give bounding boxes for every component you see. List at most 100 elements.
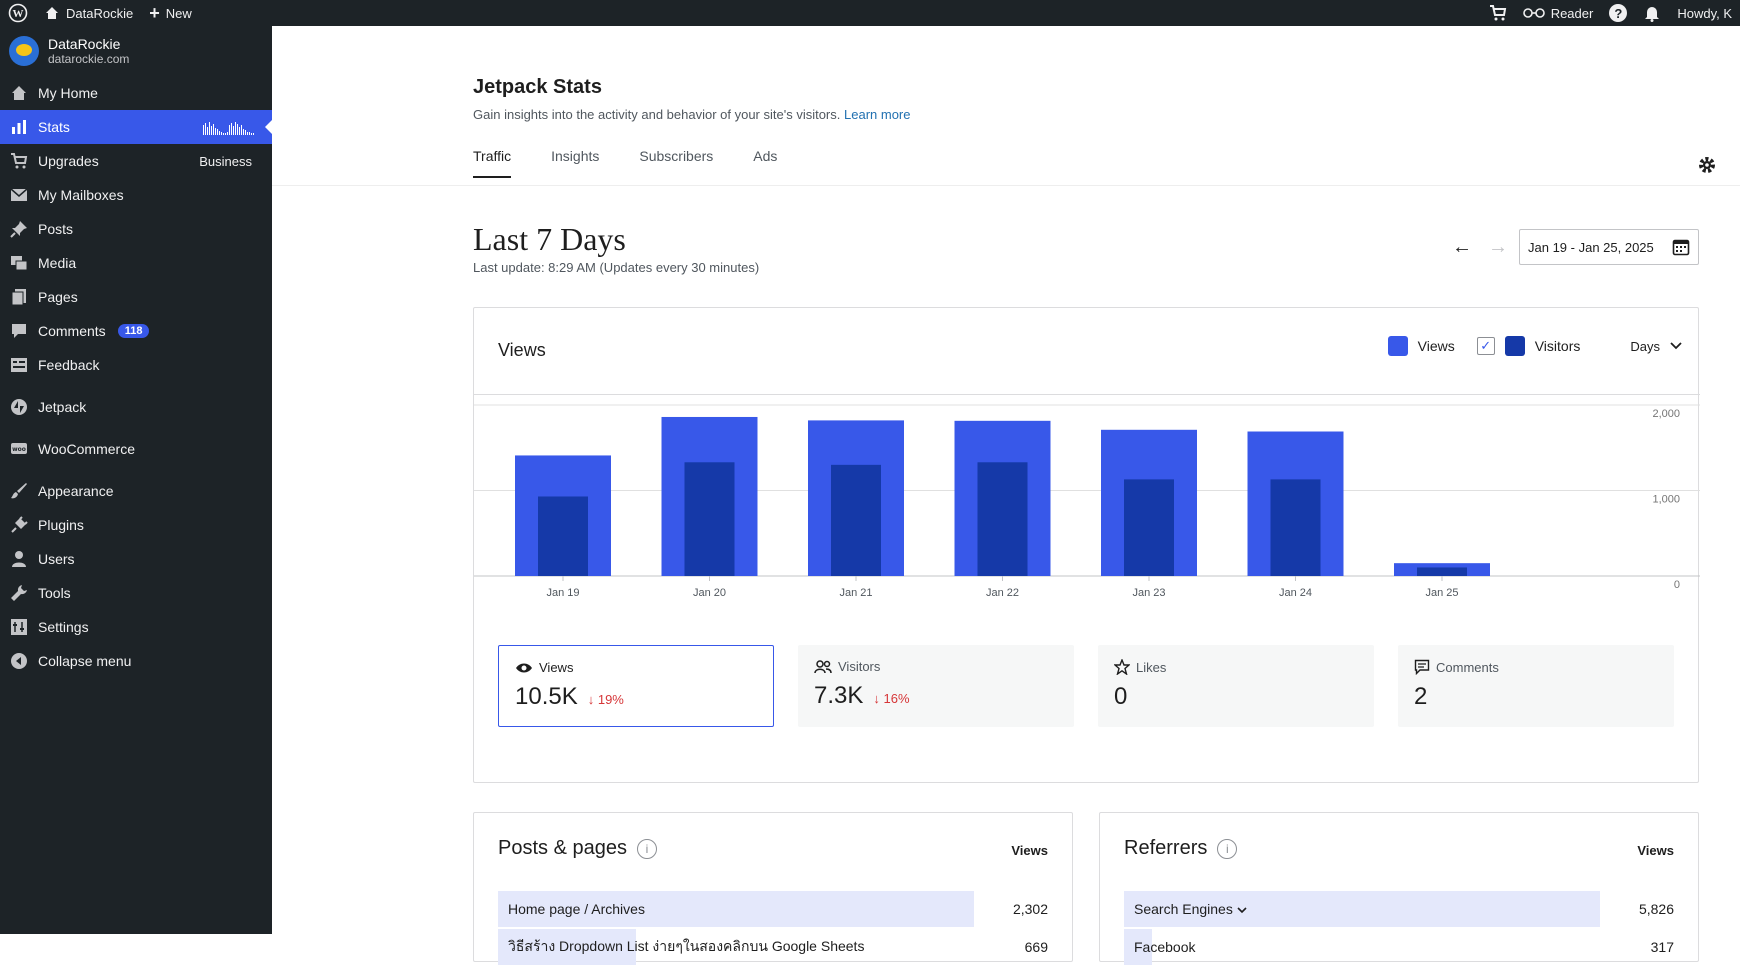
site-switcher[interactable]: DataRockie datarockie.com [0,26,272,76]
panel-title: Posts & pages [498,837,627,859]
tab-ads[interactable]: Ads [753,148,778,164]
subtitle-text: Gain insights into the activity and beha… [473,107,841,122]
stat-tile-likes[interactable]: Likes 0 [1098,645,1374,727]
page-subtitle: Gain insights into the activity and beha… [473,107,1740,122]
visitors-bar [684,462,735,576]
help-button[interactable]: ? [1601,0,1635,26]
page-title: Jetpack Stats [473,76,602,98]
account-menu[interactable]: Howdy, K [1669,0,1740,26]
wordpress-icon: W [8,3,28,23]
sidebar-item-plugins[interactable]: Plugins [0,508,272,542]
sidebar-item-label: Posts [38,221,74,237]
glasses-icon [1522,8,1545,18]
settings-icon [10,618,28,636]
home-icon [46,7,58,19]
wordpress-logo-button[interactable]: W [0,0,36,26]
visitors-bar [1417,567,1467,576]
stat-label: Likes [1136,659,1167,675]
howdy-label: Howdy, K [1677,5,1732,21]
previous-period-arrow-icon[interactable]: ← [1452,236,1472,258]
info-icon[interactable]: i [1217,838,1238,859]
bell-icon [1645,7,1660,22]
list-item[interactable]: Search Engines 5,826 [1124,891,1674,927]
sidebar-item-woocommerce[interactable]: woo WooCommerce [0,432,272,466]
sidebar-item-feedback[interactable]: Feedback [0,348,272,382]
stat-tile-visitors[interactable]: Visitors 7.3K ↓ 16% [798,645,1074,727]
sparkline-bar [209,122,210,135]
row-value: 317 [1650,939,1674,955]
visitors-bar [831,464,881,576]
sidebar-item-label: Media [38,255,77,271]
info-icon[interactable]: i [636,838,657,859]
sidebar-item-stats[interactable]: Stats [0,110,273,144]
sidebar-item-label: Tools [38,585,71,601]
sidebar-item-jetpack[interactable]: Jetpack [0,390,272,424]
sidebar-item-media[interactable]: Media [0,246,272,280]
sidebar-item-appearance[interactable]: Appearance [0,474,272,508]
stat-tile-comments[interactable]: Comments 2 [1398,645,1674,727]
sparkline-bar [229,125,230,135]
row-bar [1124,891,1600,927]
site-home-link[interactable]: DataRockie [36,0,141,26]
mail-icon [10,186,28,204]
views-legend-swatch [1387,336,1408,356]
sidebar-item-settings[interactable]: Settings [0,610,272,644]
sidebar-site-url: datarockie.com [48,52,130,66]
comment-icon [1414,659,1430,675]
row-value: 669 [1024,939,1048,955]
sparkline-bar [243,129,244,135]
pin-icon [10,220,28,238]
date-range-picker[interactable]: Jan 19 - Jan 25, 2025 [1519,229,1699,265]
cart-button[interactable] [1481,0,1515,26]
settings-gear-button[interactable] [1698,156,1716,174]
period-title: Last 7 Days [473,221,626,257]
sidebar-item-my-home[interactable]: My Home [0,76,272,110]
sidebar-item-label: Feedback [38,357,100,373]
sparkline-bar [233,126,234,135]
last-update-text: Last update: 8:29 AM (Updates every 30 m… [473,260,760,275]
stat-label: Visitors [838,659,881,674]
help-icon: ? [1609,4,1628,22]
interval-select[interactable]: Days [1630,339,1682,354]
cart-icon [1489,5,1506,21]
list-item[interactable]: Home page / Archives 2,302 [498,891,1048,927]
sidebar-item-label: Pages [38,289,78,305]
sidebar-item-posts[interactable]: Posts [0,212,272,246]
row-label: Search Engines [1124,901,1247,917]
stat-change: ↓ 16% [873,691,910,706]
list-item[interactable]: Facebook 317 [1124,929,1674,965]
sidebar-item-comments[interactable]: Comments 118 [0,314,272,348]
notifications-button[interactable] [1635,0,1669,26]
x-tick-label: Jan 20 [693,587,726,599]
tab-subscribers[interactable]: Subscribers [639,148,714,164]
tab-insights[interactable]: Insights [551,148,600,164]
plan-tag: Business [199,153,252,169]
sidebar-item-label: Comments [38,323,106,339]
x-tick-label: Jan 21 [839,587,872,599]
site-avatar [9,36,39,66]
sidebar-item-collapse-menu[interactable]: Collapse menu [0,644,272,678]
sidebar-item-upgrades[interactable]: Upgrades Business [0,144,272,178]
reader-button[interactable]: Reader [1515,0,1602,26]
sparkline-bar [227,132,228,135]
row-label: Home page / Archives [508,901,645,917]
list-item[interactable]: วิธีสร้าง Dropdown List ง่ายๆในสองคลิกบน… [498,929,1048,965]
sidebar-item-label: My Mailboxes [38,187,124,203]
sidebar-item-tools[interactable]: Tools [0,576,272,610]
learn-more-link[interactable]: Learn more [844,107,911,122]
tab-traffic[interactable]: Traffic [473,148,512,178]
new-content-button[interactable]: + New [141,0,200,26]
sparkline-bar [213,124,214,135]
visitors-checkbox[interactable]: ✓ [1476,337,1495,355]
sidebar-item-pages[interactable]: Pages [0,280,272,314]
sidebar-item-my-mailboxes[interactable]: My Mailboxes [0,178,272,212]
stat-tile-views[interactable]: Views 10.5K ↓ 19% [498,645,774,727]
row-label: วิธีสร้าง Dropdown List ง่ายๆในสองคลิกบน… [508,938,865,954]
sidebar-item-users[interactable]: Users [0,542,272,576]
stat-label: Views [539,660,574,675]
x-tick-label: Jan 23 [1132,587,1165,599]
sparkline-bar [251,133,252,135]
posts-pages-panel: Posts & pages i Views Home page / Archive… [473,812,1073,965]
sparkline-bar [247,132,248,135]
next-period-arrow-icon[interactable]: → [1488,236,1508,258]
